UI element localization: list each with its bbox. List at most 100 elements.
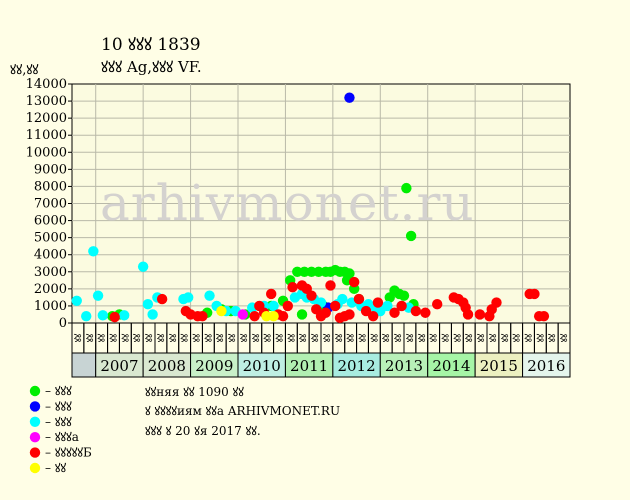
quarter-label: ꙋꙋ	[145, 333, 155, 342]
y-tick-label: 14000	[26, 77, 67, 92]
quarter-label: ꙋꙋ	[536, 333, 546, 342]
quarter-label: ꙋꙋ	[465, 333, 475, 342]
cyan-point	[268, 300, 279, 312]
quarter-label: ꙋꙋ	[370, 333, 380, 342]
y-tick-label: 3000	[34, 265, 67, 280]
red-point	[491, 297, 502, 308]
quarter-label: ꙋꙋ	[406, 333, 416, 342]
quarter-label: ꙋꙋ	[501, 333, 511, 342]
y-tick-label: 1000	[34, 299, 67, 314]
quarter-label: ꙋꙋ	[240, 333, 250, 342]
x-axis: 2007 2008 2009 2010 2011 2012 2013 2014 2015 2016…	[71, 322, 571, 378]
green-point	[398, 290, 410, 301]
year-label: 2010	[243, 357, 281, 375]
year-cell-blank	[71, 352, 97, 378]
year-label: 2011	[290, 357, 328, 375]
note-average: ꙋꙋняя ꙋꙋ 1090 ꙋꙋ	[145, 385, 244, 399]
yellow-point	[268, 310, 279, 322]
legend-label: – ꙋꙋ	[45, 461, 66, 475]
quarter-label: ꙋꙋ	[228, 333, 238, 342]
quarter-label: ꙋꙋ	[264, 333, 274, 342]
year-cell	[379, 352, 429, 378]
quarter-label: ꙋꙋ	[548, 333, 558, 342]
chart-title: 10 ꙋꙋꙋ 1839	[101, 35, 201, 55]
red-point	[249, 310, 260, 322]
red-point	[396, 300, 407, 312]
legend-label: – ꙋꙋꙋ	[45, 415, 72, 429]
year-cell	[237, 352, 286, 378]
quarter-label: ꙋꙋ	[287, 333, 297, 342]
y-tick-label: 5000	[34, 231, 67, 246]
red-point	[330, 300, 341, 312]
red-point	[529, 288, 540, 300]
year-label: 2015	[480, 357, 518, 375]
quarter-label: ꙋꙋ	[477, 333, 487, 342]
quarter-label: ꙋꙋ	[98, 333, 108, 342]
data-points	[71, 92, 550, 324]
red-point	[197, 310, 208, 322]
legend-label: – ꙋꙋꙋ	[45, 399, 72, 413]
legend-label: – ꙋꙋꙋа	[45, 430, 79, 444]
green-point	[306, 266, 317, 277]
quarter-label: ꙋꙋ	[216, 333, 226, 342]
quarter-label: ꙋꙋ	[430, 333, 440, 342]
red-point	[156, 293, 168, 305]
quarter-label: ꙋꙋ	[86, 333, 96, 342]
y-tick-label: 12000	[26, 111, 67, 126]
notes-block: ꙋꙋняя ꙋꙋ 1090 ꙋꙋ ꙋ ꙋꙋꙋꙋиям ꙋꙋа ARHIVMONE…	[145, 385, 340, 438]
red-point	[320, 307, 331, 318]
year-label: 2012	[337, 357, 375, 375]
quarter-label: ꙋꙋ	[418, 333, 428, 342]
cyan-point	[183, 292, 194, 303]
quarter-label: ꙋꙋ	[181, 333, 191, 342]
red-point	[538, 310, 550, 322]
quarter-label: ꙋꙋ	[299, 333, 309, 342]
red-point	[109, 311, 120, 323]
green-point	[405, 230, 417, 242]
cyan-point	[118, 310, 130, 321]
cyan-point	[337, 293, 348, 305]
note-source: ꙋ ꙋꙋꙋꙋиям ꙋꙋа ARHIVMONET.RU	[145, 404, 340, 418]
year-label: 2016	[527, 357, 565, 375]
cyan-point	[88, 246, 99, 257]
year-label: 2007	[100, 357, 138, 375]
y-tick-label: 2000	[34, 282, 67, 297]
y-unit-label: ꙋꙋ,ꙋꙋ	[10, 63, 39, 78]
quarter-label: ꙋꙋ	[513, 333, 523, 342]
blue-point	[344, 92, 355, 103]
cyan-point	[92, 290, 104, 301]
cyan-point	[97, 310, 109, 321]
red-point	[462, 309, 474, 320]
year-label: 2008	[148, 357, 186, 375]
note-period: ꙋꙋꙋ ꙋ 20 ꙋя 2017 ꙋꙋ.	[145, 424, 261, 438]
red-point	[420, 307, 431, 318]
quarter-label: ꙋꙋ	[169, 333, 179, 342]
magenta-point	[237, 309, 248, 320]
year-label: 2009	[195, 357, 233, 375]
quarter-label: ꙋꙋ	[394, 333, 404, 342]
year-cell	[522, 352, 571, 378]
y-tick-label: 9000	[34, 162, 67, 177]
red-point	[389, 307, 400, 318]
red-point	[410, 305, 422, 317]
year-label: 2013	[385, 357, 423, 375]
magenta-dot-icon	[29, 432, 41, 443]
quarter-label: ꙋꙋ	[525, 333, 535, 342]
red-point	[344, 309, 355, 320]
cyan-point	[81, 310, 92, 322]
cyan-point	[142, 299, 154, 310]
quarter-label: ꙋꙋ	[121, 333, 131, 342]
green-point	[344, 268, 355, 279]
quarter-label: ꙋꙋ	[453, 333, 463, 342]
grid-lines	[68, 83, 570, 324]
y-axis-labels: 0 1000 2000 3000 4000 5000 6000 7000 8000 9000 100…	[26, 77, 67, 331]
red-dot-icon	[29, 447, 41, 458]
quarter-label: ꙋꙋ	[442, 333, 452, 342]
cyan-point	[382, 300, 393, 312]
red-point	[372, 297, 384, 308]
quarter-label: ꙋꙋ	[323, 333, 333, 342]
yellow-point	[261, 310, 272, 322]
quarter-label: ꙋꙋ	[347, 333, 357, 342]
legend: – ꙋꙋꙋ– ꙋꙋꙋ– ꙋꙋꙋ– ꙋꙋꙋа– ꙋꙋꙋꙋꙋБ– ꙋꙋ	[29, 384, 92, 475]
green-point	[401, 182, 412, 194]
